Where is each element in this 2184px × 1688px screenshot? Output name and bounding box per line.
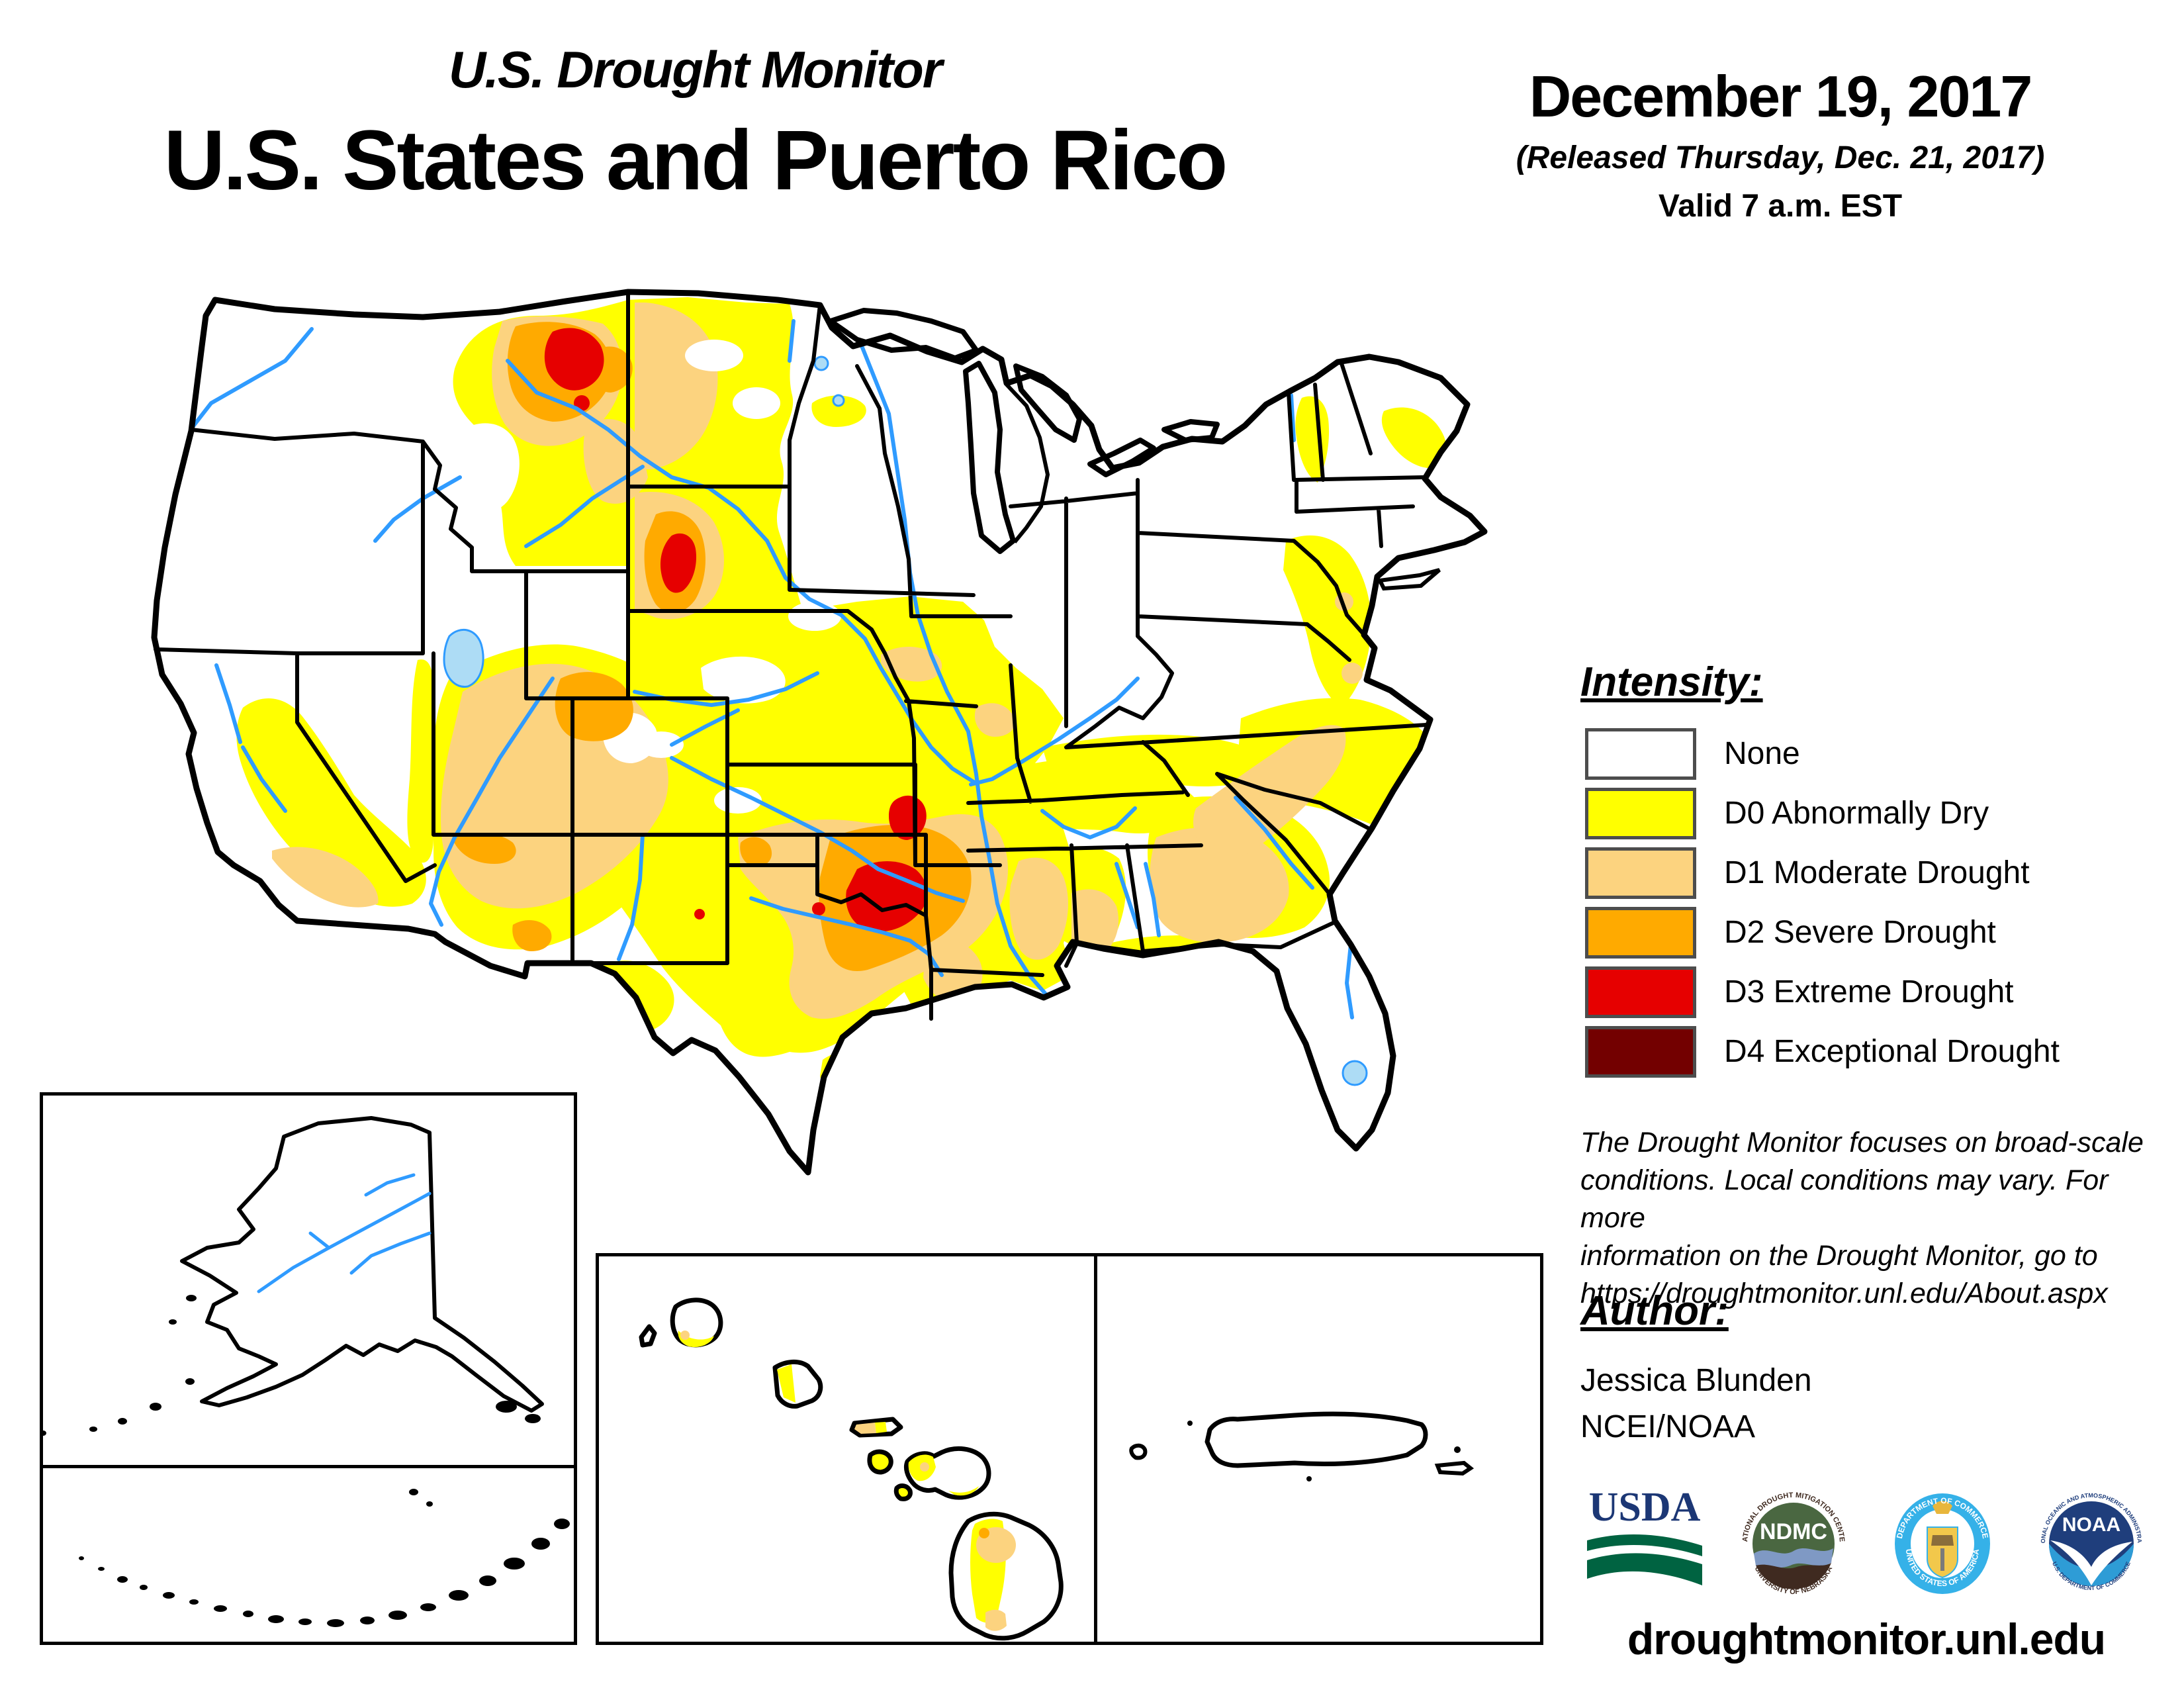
legend-label: D2 Severe Drought [1724,915,1996,950]
aleutians-map [79,1489,570,1627]
disclaimer-line: conditions. Local conditions may vary. F… [1580,1164,2109,1234]
droughtmonitor-url: droughtmonitor.unl.edu [1627,1615,2106,1664]
commerce-eagle [1933,1501,1952,1514]
alaska-islands [40,1295,541,1436]
noaa-seabird [2050,1540,2132,1585]
author-org: NCEI/NOAA [1580,1409,1756,1444]
legend-swatch-none [1585,728,1696,780]
map-date: December 19, 2017 [1529,64,2033,129]
author-heading: Author: [1580,1288,1729,1334]
author-name: Jessica Blunden [1580,1363,1812,1398]
release-date: (Released Thursday, Dec. 21, 2017) [1516,140,2045,175]
title-block: U.S. Drought Monitor U.S. States and Pue… [0,40,1390,209]
hawaii-inset [596,1253,1097,1645]
disclaimer-line: information on the Drought Monitor, go t… [1580,1240,2098,1272]
ndmc-logo: NDMC NATIONAL DROUGHT MITIGATION CENTER … [1731,1479,1846,1596]
noaa-logo: NOAA NATIONAL OCEANIC AND ATMOSPHERIC AD… [2028,1479,2143,1591]
legend-swatch-d4 [1585,1026,1696,1078]
hawaii-map [639,1297,1064,1641]
great-salt-lake [443,629,484,688]
michigan-shoreline [1005,383,1050,543]
legend-swatch-d1 [1585,847,1696,899]
ndmc-wordmark: NDMC [1760,1519,1827,1544]
great-lakes [828,308,1220,554]
legend-label: D0 Abnormally Dry [1724,796,1989,831]
noaa-wordmark: NOAA [2062,1514,2120,1536]
usda-logo: USDA [1587,1485,1702,1585]
lake-ontario [1161,419,1220,443]
alaska-map [40,1116,544,1436]
disclaimer-text: The Drought Monitor focuses on broad-sca… [1580,1124,2176,1313]
logo-row: USDA NDMC NATIONAL DROUGHT MITIGATION CE… [1582,1479,2151,1612]
island-lanai [867,1449,893,1475]
legend-heading: Intensity: [1580,659,1763,705]
map-supertitle: U.S. Drought Monitor [448,40,942,99]
commerce-lighthouse [1940,1548,1944,1571]
puerto-rico-map [1129,1411,1475,1481]
island-mona [1129,1443,1148,1460]
state-borders [154,290,1428,1021]
commerce-seal: DEPARTMENT OF COMMERCE UNITED STATES OF … [1895,1493,1990,1594]
disclaimer-line: The Drought Monitor focuses on broad-sca… [1580,1127,2144,1158]
commerce-ship [1931,1535,1954,1546]
island-puerto-rico [1205,1411,1428,1468]
legend-label: D1 Moderate Drought [1724,855,2030,890]
page-title: U.S. States and Puerto Rico [163,113,1228,208]
long-island [1377,568,1441,591]
island-niihau [639,1324,657,1348]
lake-michigan [963,361,1016,554]
usda-wordmark: USDA [1589,1485,1701,1530]
lakes [443,355,1368,1086]
aleutian-islands [79,1489,570,1627]
legend-swatch-d0 [1585,788,1696,839]
aleutians-inset [40,1465,577,1645]
legend-swatch-d2 [1585,907,1696,959]
puerto-rico-inset [1094,1253,1543,1645]
conus-drought-map [116,281,1506,1195]
lake-erie [1087,438,1156,477]
date-block: December 19, 2017 (Released Thursday, De… [1430,63,2131,224]
legend-label: None [1724,736,1800,771]
lake-okeechobee [1342,1060,1368,1086]
disclaimer-url: https://droughtmonitor.unl.edu/About.asp… [1580,1278,2108,1309]
legend-swatch-d3 [1585,966,1696,1018]
island-vieques [1434,1460,1475,1476]
alaska-inset [40,1092,577,1468]
island-kahoolawe [893,1483,913,1501]
valid-time: Valid 7 a.m. EST [1658,189,1903,224]
legend-label: D3 Extreme Drought [1724,974,2014,1009]
island-culebra [1454,1446,1461,1453]
alaska-rivers [257,1173,432,1293]
legend-label: D4 Exceptional Drought [1724,1034,2060,1069]
usda-swoosh [1587,1534,1702,1585]
